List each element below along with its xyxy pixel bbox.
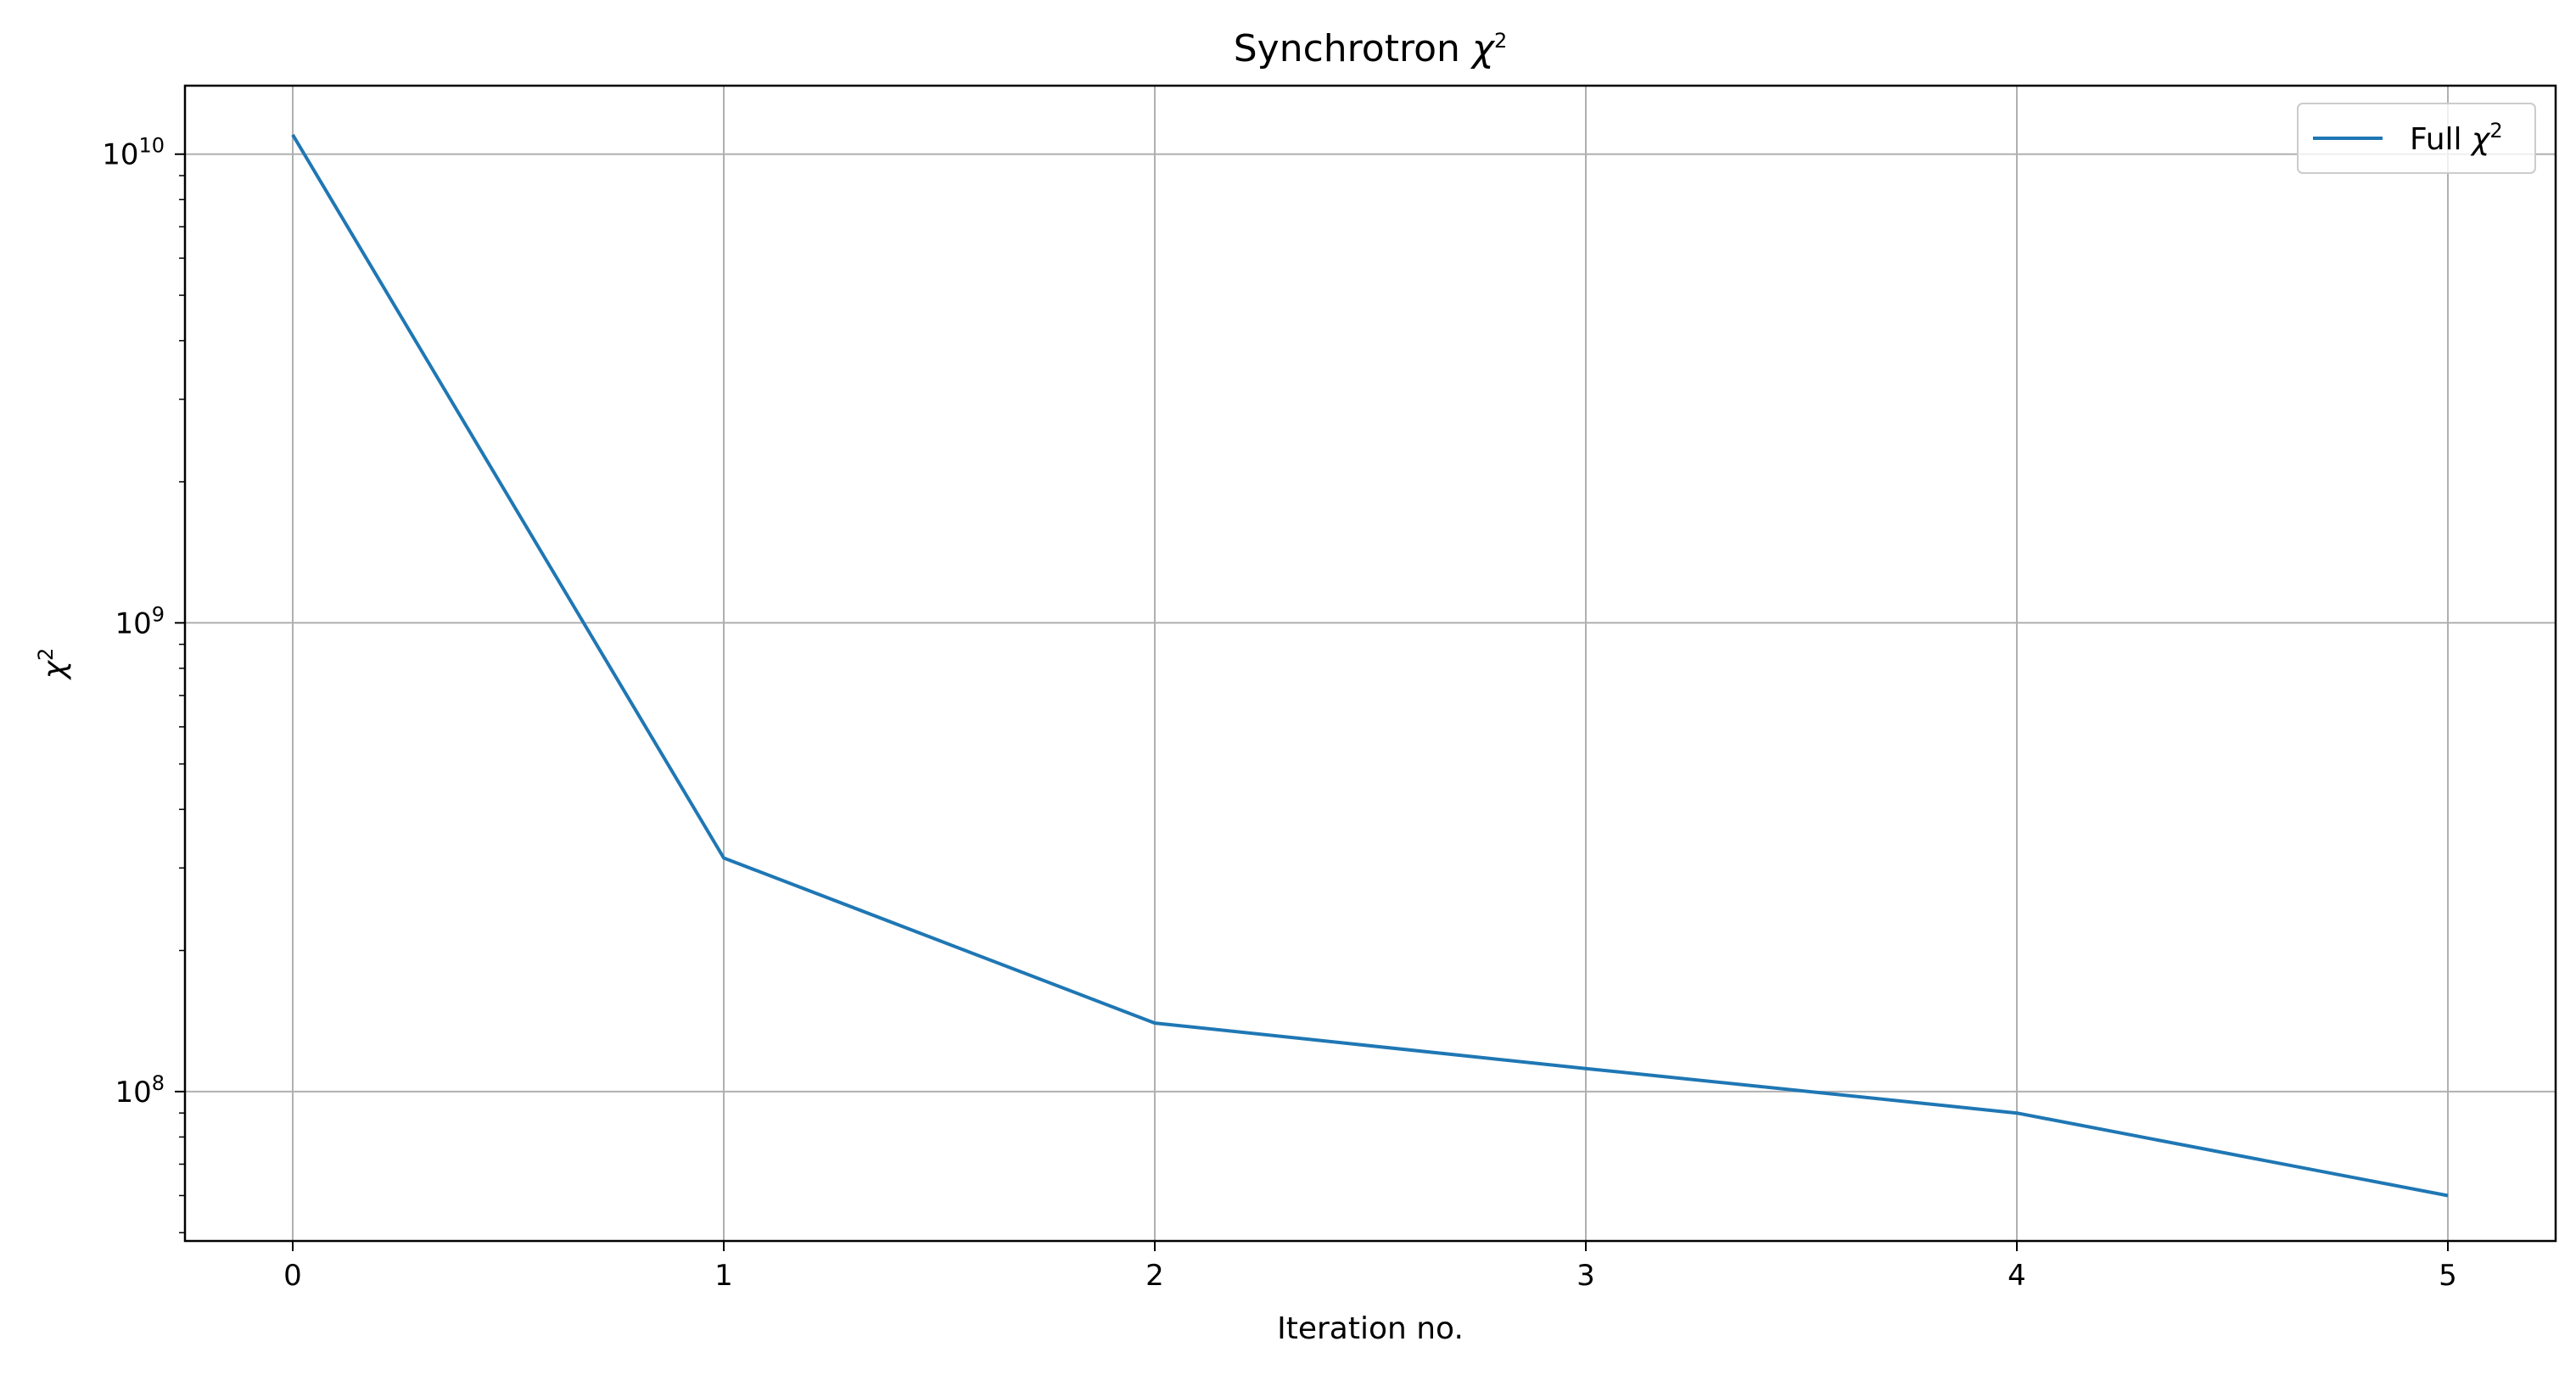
grid-lines [185, 86, 2556, 1241]
x-tick-label: 3 [1576, 1259, 1595, 1293]
x-tick-label: 2 [1145, 1259, 1164, 1293]
series-layer [291, 133, 2449, 1198]
legend-label: Full χ2 [2410, 119, 2503, 157]
legend-box [2297, 103, 2536, 174]
axis-ticks: 0 1 2 3 4 5 108 109 1010 [102, 134, 2457, 1293]
x-tick-label: 4 [2008, 1259, 2026, 1293]
y-axis-label: χ2 [34, 648, 72, 681]
x-tick-label: 5 [2439, 1259, 2457, 1293]
plot-area-frame [183, 84, 2557, 1243]
y-tick-label: 1010 [102, 134, 165, 172]
legend: Full χ2 [2297, 103, 2536, 174]
y-tick-label: 108 [115, 1071, 165, 1110]
x-tick-label: 1 [714, 1259, 733, 1293]
chart-title: Synchrotron χ2 [1234, 27, 1507, 70]
x-axis-label: Iteration no. [1277, 1311, 1464, 1346]
series-line [291, 133, 2449, 1198]
y-tick-label: 109 [115, 602, 165, 640]
x-tick-label: 0 [283, 1259, 302, 1293]
